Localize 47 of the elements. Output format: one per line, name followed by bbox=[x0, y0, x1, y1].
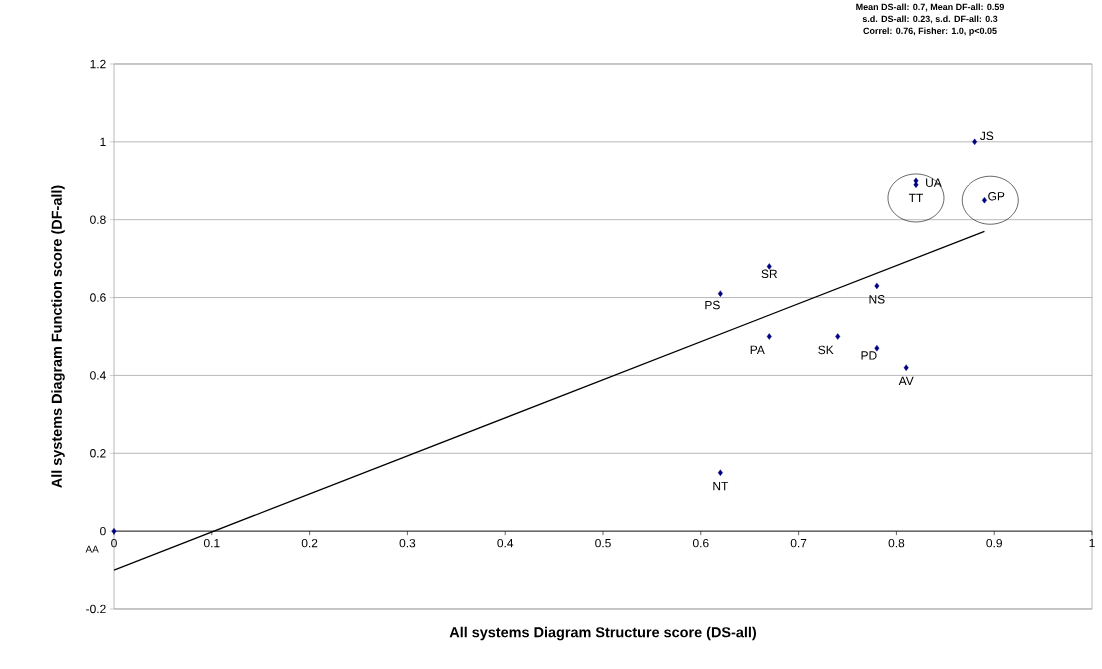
annotation: TT bbox=[908, 193, 924, 203]
y-tick-label: -0.2 bbox=[86, 604, 106, 614]
y-tick-label: 1.2 bbox=[90, 59, 106, 69]
x-tick-label: 0.1 bbox=[203, 538, 220, 548]
x-tick-label: 0.5 bbox=[595, 538, 611, 548]
point bbox=[913, 177, 919, 184]
x-tick-label: 0.9 bbox=[986, 538, 1002, 548]
annotation: NT bbox=[713, 481, 729, 491]
annotation: GP bbox=[988, 192, 1005, 201]
y-tick-label: 0.6 bbox=[90, 293, 106, 302]
point bbox=[717, 469, 723, 476]
text: Correl: 0.76, Fisher: 1.0, p<0.05 bbox=[863, 27, 997, 36]
x-tick-label: 0 bbox=[111, 538, 117, 548]
annotation: PA bbox=[750, 345, 765, 354]
x-tick-label: 0.6 bbox=[692, 538, 709, 548]
annotation: UA bbox=[926, 178, 942, 187]
point bbox=[874, 282, 880, 290]
text: Mean DS-all: 0.7, Mean DF-all: 0.59 bbox=[856, 3, 1004, 12]
x-tick-label: 0.2 bbox=[301, 538, 318, 548]
point bbox=[981, 197, 987, 204]
annotation: AV bbox=[898, 376, 914, 386]
annotation: NS bbox=[869, 295, 885, 304]
x-tick-label: 0.4 bbox=[497, 538, 514, 548]
x-tick-label: 0.7 bbox=[790, 538, 807, 548]
x-tick-label: 0.8 bbox=[888, 538, 905, 548]
annotation: PS bbox=[705, 300, 720, 310]
annotation: PD bbox=[861, 351, 877, 360]
y-tick-label: 0.8 bbox=[90, 215, 106, 224]
point bbox=[903, 364, 909, 371]
point bbox=[835, 333, 841, 340]
point bbox=[874, 344, 880, 352]
x-tick-label: 0.3 bbox=[399, 538, 416, 548]
point bbox=[717, 290, 723, 297]
y-axis-title: All systems Diagram Function score (DF-all) bbox=[51, 185, 65, 488]
y-tick-label: 1 bbox=[100, 137, 106, 146]
x-tick-label: 1 bbox=[1089, 538, 1095, 548]
point bbox=[766, 333, 772, 340]
y-tick-label: 0.2 bbox=[90, 449, 106, 458]
annotation: SK bbox=[818, 345, 834, 355]
annotation: SR bbox=[761, 269, 778, 279]
annotation: JS bbox=[980, 131, 994, 141]
annotation: AA bbox=[85, 545, 99, 553]
y-tick-label: 0 bbox=[100, 526, 106, 536]
x-axis-title: All systems Diagram Structure score (DS-all) bbox=[449, 626, 756, 641]
y-tick-label: 0.4 bbox=[90, 371, 106, 380]
text: s.d. DS-all: 0.23, s.d. DF-all: 0.3 bbox=[862, 15, 998, 24]
point bbox=[972, 138, 978, 146]
